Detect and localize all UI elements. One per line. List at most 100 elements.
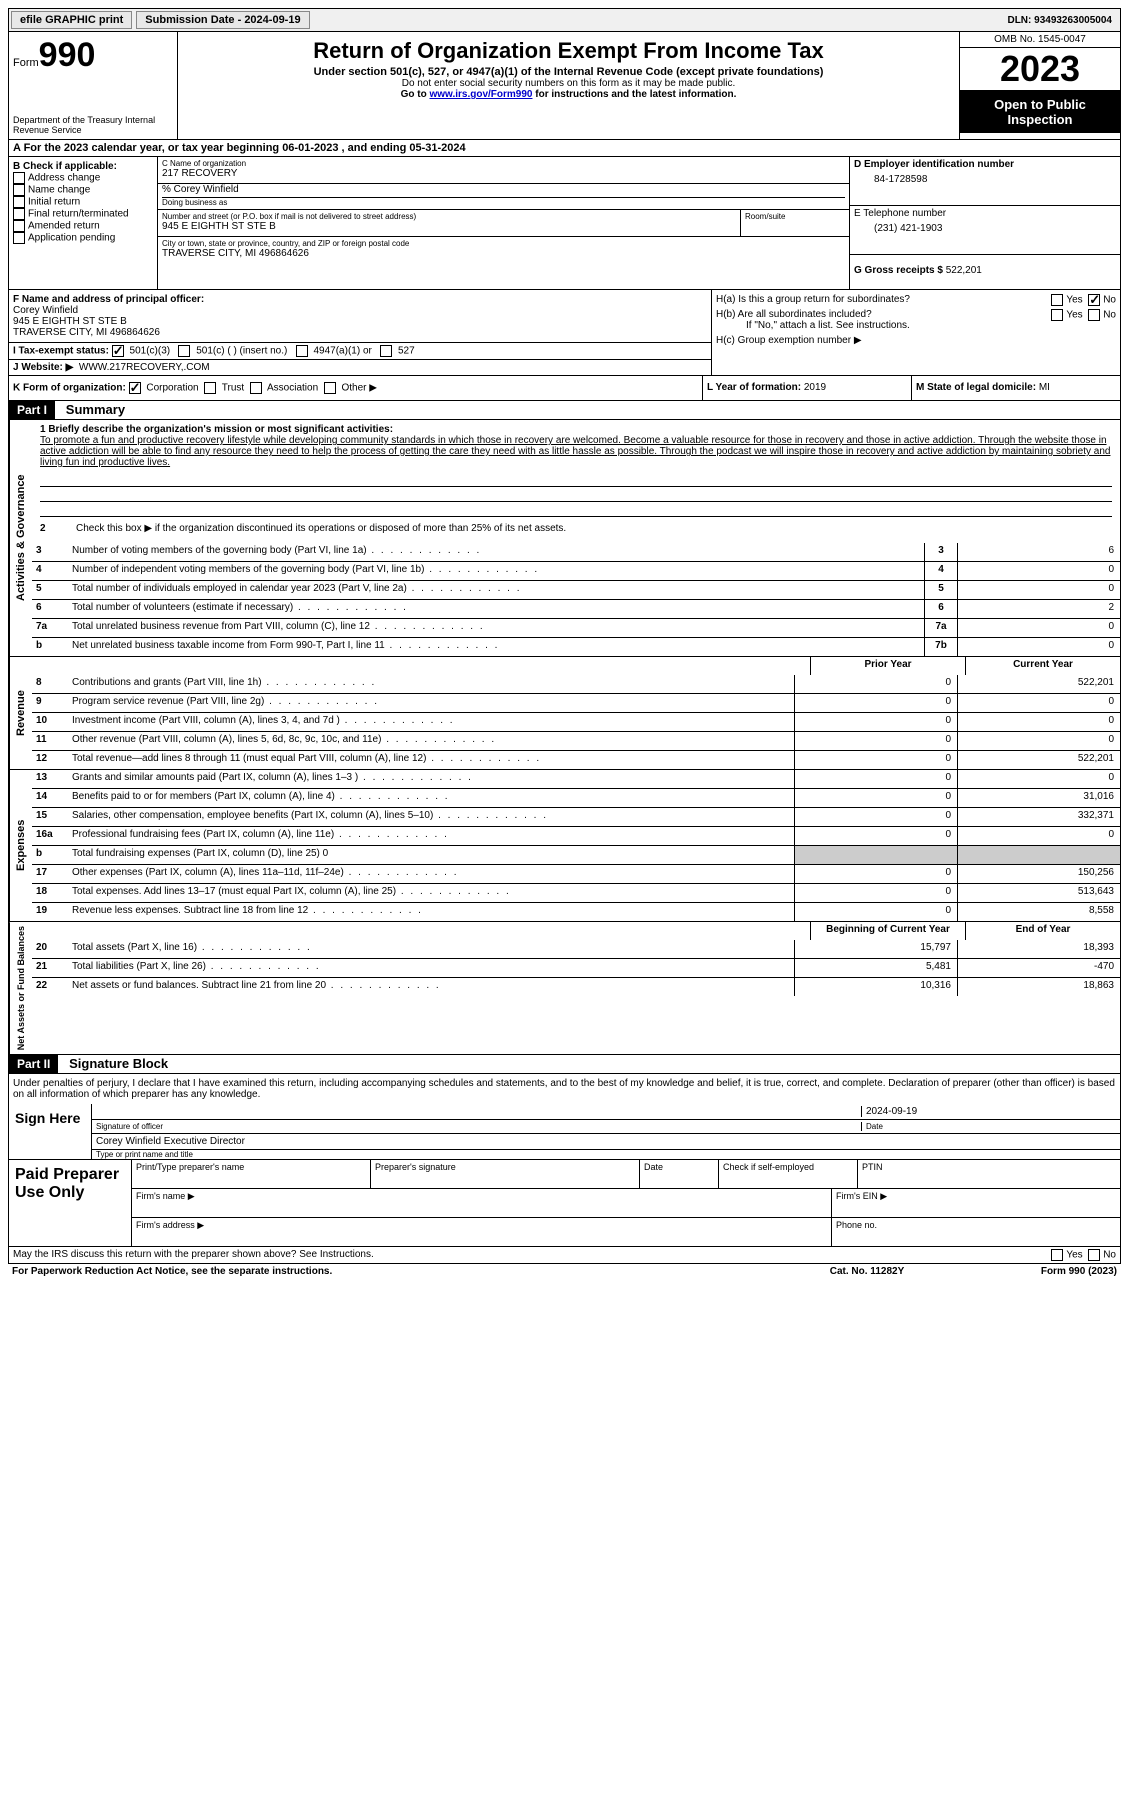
table-row: 14Benefits paid to or for members (Part … (32, 788, 1120, 807)
street-address: 945 E EIGHTH ST STE B (162, 221, 736, 232)
signature-block: Under penalties of perjury, I declare th… (8, 1074, 1121, 1160)
table-row: 12Total revenue—add lines 8 through 11 (… (32, 750, 1120, 769)
org-name-label: C Name of organization (162, 159, 845, 168)
form-subtitle: Under section 501(c), 527, or 4947(a)(1)… (182, 66, 955, 78)
sign-here-label: Sign Here (9, 1104, 92, 1159)
table-row: 17Other expenses (Part IX, column (A), l… (32, 864, 1120, 883)
form-header: Form990 Department of the Treasury Inter… (8, 32, 1121, 140)
discuss-yes[interactable] (1051, 1249, 1063, 1261)
chk-name-change[interactable]: Name change (13, 184, 153, 196)
gross-value: 522,201 (946, 265, 982, 276)
activities-governance-section: Activities & Governance 1 Briefly descri… (8, 420, 1121, 657)
chk-amended-return[interactable]: Amended return (13, 220, 153, 232)
submission-date-button[interactable]: Submission Date - 2024-09-19 (136, 11, 309, 29)
sig-date: 2024-09-19 (861, 1106, 1116, 1117)
net-assets-section: Net Assets or Fund Balances Beginning of… (8, 922, 1121, 1055)
chk-501c3[interactable] (112, 345, 124, 357)
row-k-label: K Form of organization: (13, 383, 126, 394)
tab-activities-governance: Activities & Governance (9, 420, 32, 656)
chk-other[interactable] (324, 382, 336, 394)
table-row: 4Number of independent voting members of… (32, 561, 1120, 580)
begin-year-header: Beginning of Current Year (810, 922, 965, 940)
h-b-note: If "No," attach a list. See instructions… (716, 320, 1116, 331)
irs-discuss-row: May the IRS discuss this return with the… (8, 1247, 1121, 1264)
tel-value: (231) 421-1903 (854, 219, 1116, 238)
expenses-section: Expenses 13Grants and similar amounts pa… (8, 770, 1121, 922)
col-b-header: B Check if applicable: (13, 161, 153, 172)
h-b: H(b) Are all subordinates included? Yes … (716, 309, 1116, 320)
end-year-header: End of Year (965, 922, 1120, 940)
chk-initial-return[interactable]: Initial return (13, 196, 153, 208)
table-row: 13Grants and similar amounts paid (Part … (32, 770, 1120, 788)
revenue-section: Revenue Prior Year Current Year 8Contrib… (8, 657, 1121, 770)
city-value: TRAVERSE CITY, MI 496864626 (162, 248, 845, 259)
gross-label: G Gross receipts $ (854, 265, 943, 276)
form-footer: Form 990 (2023) (967, 1266, 1117, 1277)
ha-no[interactable] (1088, 294, 1100, 306)
part-2-header: Part II Signature Block (8, 1055, 1121, 1074)
officer-label: F Name and address of principal officer: (13, 294, 707, 305)
ein-label: D Employer identification number (854, 159, 1116, 170)
sig-date-label: Date (861, 1122, 1116, 1131)
omb-number: OMB No. 1545-0047 (960, 32, 1120, 48)
declaration-text: Under penalties of perjury, I declare th… (9, 1074, 1120, 1104)
chk-corporation[interactable] (129, 382, 141, 394)
hb-no[interactable] (1088, 309, 1100, 321)
form-title: Return of Organization Exempt From Incom… (182, 38, 955, 64)
tel-label: E Telephone number (854, 208, 1116, 219)
irs-link[interactable]: www.irs.gov/Form990 (429, 89, 532, 100)
row-m: M State of legal domicile: MI (911, 376, 1120, 400)
chk-association[interactable] (250, 382, 262, 394)
officer-name-title: Corey Winfield Executive Director (96, 1136, 245, 1147)
firm-name-label: Firm's name ▶ (132, 1189, 832, 1217)
table-row: 20Total assets (Part X, line 16)15,79718… (32, 940, 1120, 958)
table-row: 7aTotal unrelated business revenue from … (32, 618, 1120, 637)
top-bar: efile GRAPHIC print Submission Date - 20… (8, 8, 1121, 32)
officer-addr2: TRAVERSE CITY, MI 496864626 (13, 327, 707, 338)
hb-yes[interactable] (1051, 309, 1063, 321)
table-row: 22Net assets or fund balances. Subtract … (32, 977, 1120, 996)
officer-name: Corey Winfield (13, 305, 707, 316)
table-row: 19Revenue less expenses. Subtract line 1… (32, 902, 1120, 921)
table-row: 15Salaries, other compensation, employee… (32, 807, 1120, 826)
street-label: Number and street (or P.O. box if mail i… (162, 212, 736, 221)
form-number: Form990 (13, 36, 173, 75)
current-year-header: Current Year (965, 657, 1120, 675)
table-row: 5Total number of individuals employed in… (32, 580, 1120, 599)
row-j: J Website: ▶ WWW.217RECOVERY,.COM (9, 359, 711, 375)
chk-501c[interactable] (178, 345, 190, 357)
org-name: 217 RECOVERY (162, 168, 845, 179)
mission-text: To promote a fun and productive recovery… (40, 435, 1110, 468)
column-c: C Name of organization 217 RECOVERY % Co… (158, 157, 849, 289)
chk-4947[interactable] (296, 345, 308, 357)
chk-trust[interactable] (204, 382, 216, 394)
table-row: bNet unrelated business taxable income f… (32, 637, 1120, 656)
blank-line-3 (40, 502, 1112, 517)
tab-expenses: Expenses (9, 770, 32, 921)
chk-address-change[interactable]: Address change (13, 172, 153, 184)
chk-527[interactable] (380, 345, 392, 357)
officer-group-block: F Name and address of principal officer:… (8, 290, 1121, 376)
row-i: I Tax-exempt status: 501(c)(3) 501(c) ( … (9, 343, 711, 359)
table-row: 3Number of voting members of the governi… (32, 543, 1120, 561)
paperwork-notice: For Paperwork Reduction Act Notice, see … (12, 1266, 767, 1277)
discuss-no[interactable] (1088, 1249, 1100, 1261)
chk-final-return[interactable]: Final return/terminated (13, 208, 153, 220)
paid-preparer-block: Paid Preparer Use Only Print/Type prepar… (8, 1160, 1121, 1247)
ein-value: 84-1728598 (854, 170, 1116, 189)
open-inspection-badge: Open to Public Inspection (960, 91, 1120, 133)
chk-application-pending[interactable]: Application pending (13, 232, 153, 244)
firm-phone-label: Phone no. (832, 1218, 1120, 1246)
mission-label: 1 Briefly describe the organization's mi… (40, 424, 393, 435)
sig-officer-label: Signature of officer (96, 1122, 861, 1131)
prior-year-header: Prior Year (810, 657, 965, 675)
instructions-link-row: Go to www.irs.gov/Form990 for instructio… (182, 89, 955, 100)
ha-yes[interactable] (1051, 294, 1063, 306)
tax-year: 2023 (960, 48, 1120, 91)
blank-line-1 (40, 472, 1112, 487)
prep-name-label: Print/Type preparer's name (132, 1160, 371, 1188)
line-a-tax-year: A For the 2023 calendar year, or tax yea… (8, 140, 1121, 157)
table-row: 11Other revenue (Part VIII, column (A), … (32, 731, 1120, 750)
table-row: 6Total number of volunteers (estimate if… (32, 599, 1120, 618)
efile-print-button[interactable]: efile GRAPHIC print (11, 11, 132, 29)
